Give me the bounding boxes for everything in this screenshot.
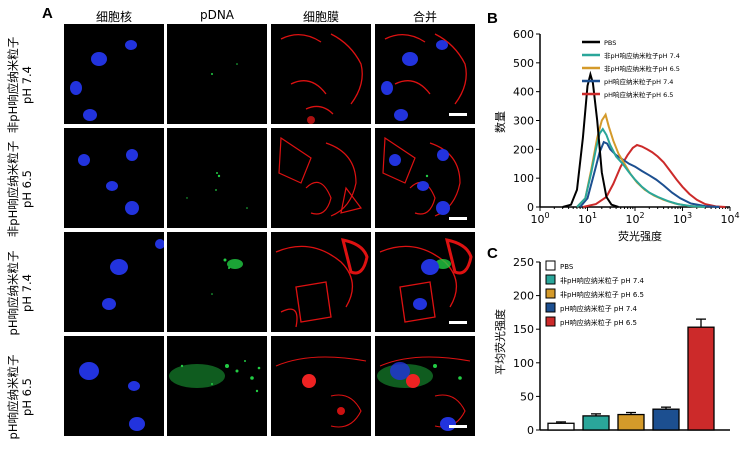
row-label-2-line2: pH 6.5 bbox=[20, 170, 34, 208]
c-bar-1 bbox=[582, 415, 610, 431]
col-header-nucleus: 细胞核 bbox=[95, 10, 132, 24]
micrograph-row1-nucleus bbox=[64, 24, 164, 124]
c-legend-swatch bbox=[545, 274, 556, 285]
scale-bar bbox=[449, 217, 467, 220]
b-x-tick-label: 100 bbox=[530, 211, 549, 226]
b-legend-label: 非pH响应纳米粒子pH 7.4 bbox=[604, 51, 680, 60]
c-y-tick-label: 200 bbox=[513, 290, 534, 303]
b-y-axis-label: 数量 bbox=[494, 111, 507, 133]
c-legend-swatch bbox=[545, 288, 556, 299]
c-y-tick-label: 100 bbox=[513, 357, 534, 370]
b-series-line-1 bbox=[576, 127, 706, 208]
b-legend-label: pH响应纳米粒子pH 6.5 bbox=[604, 90, 673, 99]
b-legend-label: PBS bbox=[604, 39, 616, 47]
b-y-tick-label: 600 bbox=[513, 28, 534, 41]
b-x-axis-label: 荧光强度 bbox=[618, 229, 662, 243]
micrograph-row2-nucleus bbox=[64, 128, 164, 228]
b-y-tick-label: 0 bbox=[527, 201, 534, 214]
c-bar-2 bbox=[617, 413, 645, 431]
b-y-tick-label: 100 bbox=[513, 172, 534, 185]
micrograph-row3-nucleus bbox=[64, 232, 164, 332]
panel-b-letter: B bbox=[487, 10, 498, 27]
row-label-1-line2: pH 7.4 bbox=[20, 66, 34, 104]
c-legend-label: pH响应纳米粒子 pH 6.5 bbox=[560, 318, 637, 327]
c-y-tick-label: 50 bbox=[520, 390, 534, 403]
row-label-3-line1: pH响应纳米粒子 bbox=[6, 250, 20, 336]
c-legend-label: 非pH响应纳米粒子 pH 6.5 bbox=[560, 290, 644, 299]
c-legend-label: 非pH响应纳米粒子 pH 7.4 bbox=[560, 276, 645, 285]
micrograph-row4-membrane bbox=[271, 336, 371, 436]
b-y-tick-label: 500 bbox=[513, 57, 534, 70]
c-legend-label: pH响应纳米粒子 pH 7.4 bbox=[560, 304, 638, 313]
micrograph-row1-merge bbox=[375, 24, 475, 124]
micrograph-row4-merge bbox=[375, 336, 475, 436]
micrograph-row2-merge bbox=[375, 128, 475, 228]
b-series-line-2 bbox=[576, 112, 702, 208]
row-label-4-line2: pH 6.5 bbox=[20, 378, 34, 416]
c-legend-swatch bbox=[545, 316, 556, 327]
scale-bar bbox=[449, 425, 467, 428]
b-x-tick-label: 104 bbox=[720, 211, 739, 226]
b-y-tick-label: 400 bbox=[513, 86, 534, 99]
micrograph-row3-merge bbox=[375, 232, 475, 332]
b-x-tick-label: 102 bbox=[625, 211, 644, 226]
b-y-tick-label: 300 bbox=[513, 115, 534, 128]
bar-chart: 平均荧光强度 0 50 100 150 200 250 PBS 非pH响应纳米粒子 pH 7… bbox=[493, 256, 730, 437]
c-y-axis-label: 平均荧光强度 bbox=[493, 309, 507, 375]
col-header-merge: 合并 bbox=[412, 10, 437, 24]
row-label-3: pH响应纳米粒子 pH 7.4 bbox=[6, 235, 34, 351]
row-label-4-line1: pH响应纳米粒子 bbox=[6, 354, 20, 440]
row-label-4: pH响应纳米粒子 pH 6.5 bbox=[6, 339, 34, 455]
panel-c-letter: C bbox=[487, 245, 498, 262]
micrograph-row4-pdna bbox=[167, 336, 267, 436]
c-y-tick-label: 150 bbox=[513, 323, 534, 336]
b-series-line-4 bbox=[582, 143, 726, 208]
b-y-tick-label: 200 bbox=[513, 143, 534, 156]
c-y-tick-label: 250 bbox=[513, 256, 534, 269]
micrograph-row3-pdna bbox=[167, 232, 267, 332]
scale-bar bbox=[449, 113, 467, 116]
c-legend-label: PBS bbox=[560, 263, 574, 271]
col-header-pdna: pDNA bbox=[199, 8, 235, 22]
micrograph-row1-pdna bbox=[167, 24, 267, 124]
c-legend-swatch bbox=[545, 260, 556, 271]
row-label-3-line2: pH 7.4 bbox=[20, 274, 34, 312]
panel-a-letter: A bbox=[42, 5, 53, 22]
c-bar-0 bbox=[547, 422, 575, 431]
c-y-tick-label: 0 bbox=[527, 424, 534, 437]
row-label-2-line1: 非pH响应纳米粒子 bbox=[6, 140, 20, 238]
micrograph-row2-membrane bbox=[271, 128, 371, 228]
row-label-1-line1: 非pH响应纳米粒子 bbox=[6, 36, 20, 134]
c-bar-4 bbox=[687, 326, 715, 431]
micrograph-row3-membrane bbox=[271, 232, 371, 332]
micrograph-row4-nucleus bbox=[64, 336, 164, 436]
b-series-line-0 bbox=[562, 70, 619, 208]
micrograph-row1-membrane bbox=[271, 24, 371, 124]
row-label-2: 非pH响应纳米粒子 pH 6.5 bbox=[6, 131, 34, 247]
micrograph-row2-pdna bbox=[167, 128, 267, 228]
col-header-membrane: 细胞膜 bbox=[302, 10, 339, 24]
row-label-1: 非pH响应纳米粒子 pH 7.4 bbox=[6, 27, 34, 143]
scale-bar bbox=[449, 321, 467, 324]
c-legend-swatch bbox=[545, 302, 556, 313]
b-x-tick-label: 103 bbox=[673, 211, 692, 226]
b-legend-label: 非pH响应纳米粒子pH 6.5 bbox=[604, 64, 680, 73]
c-bar-3 bbox=[652, 408, 680, 431]
b-x-tick-label: 101 bbox=[578, 211, 597, 226]
b-legend-label: pH响应纳米粒子pH 7.4 bbox=[604, 77, 673, 86]
